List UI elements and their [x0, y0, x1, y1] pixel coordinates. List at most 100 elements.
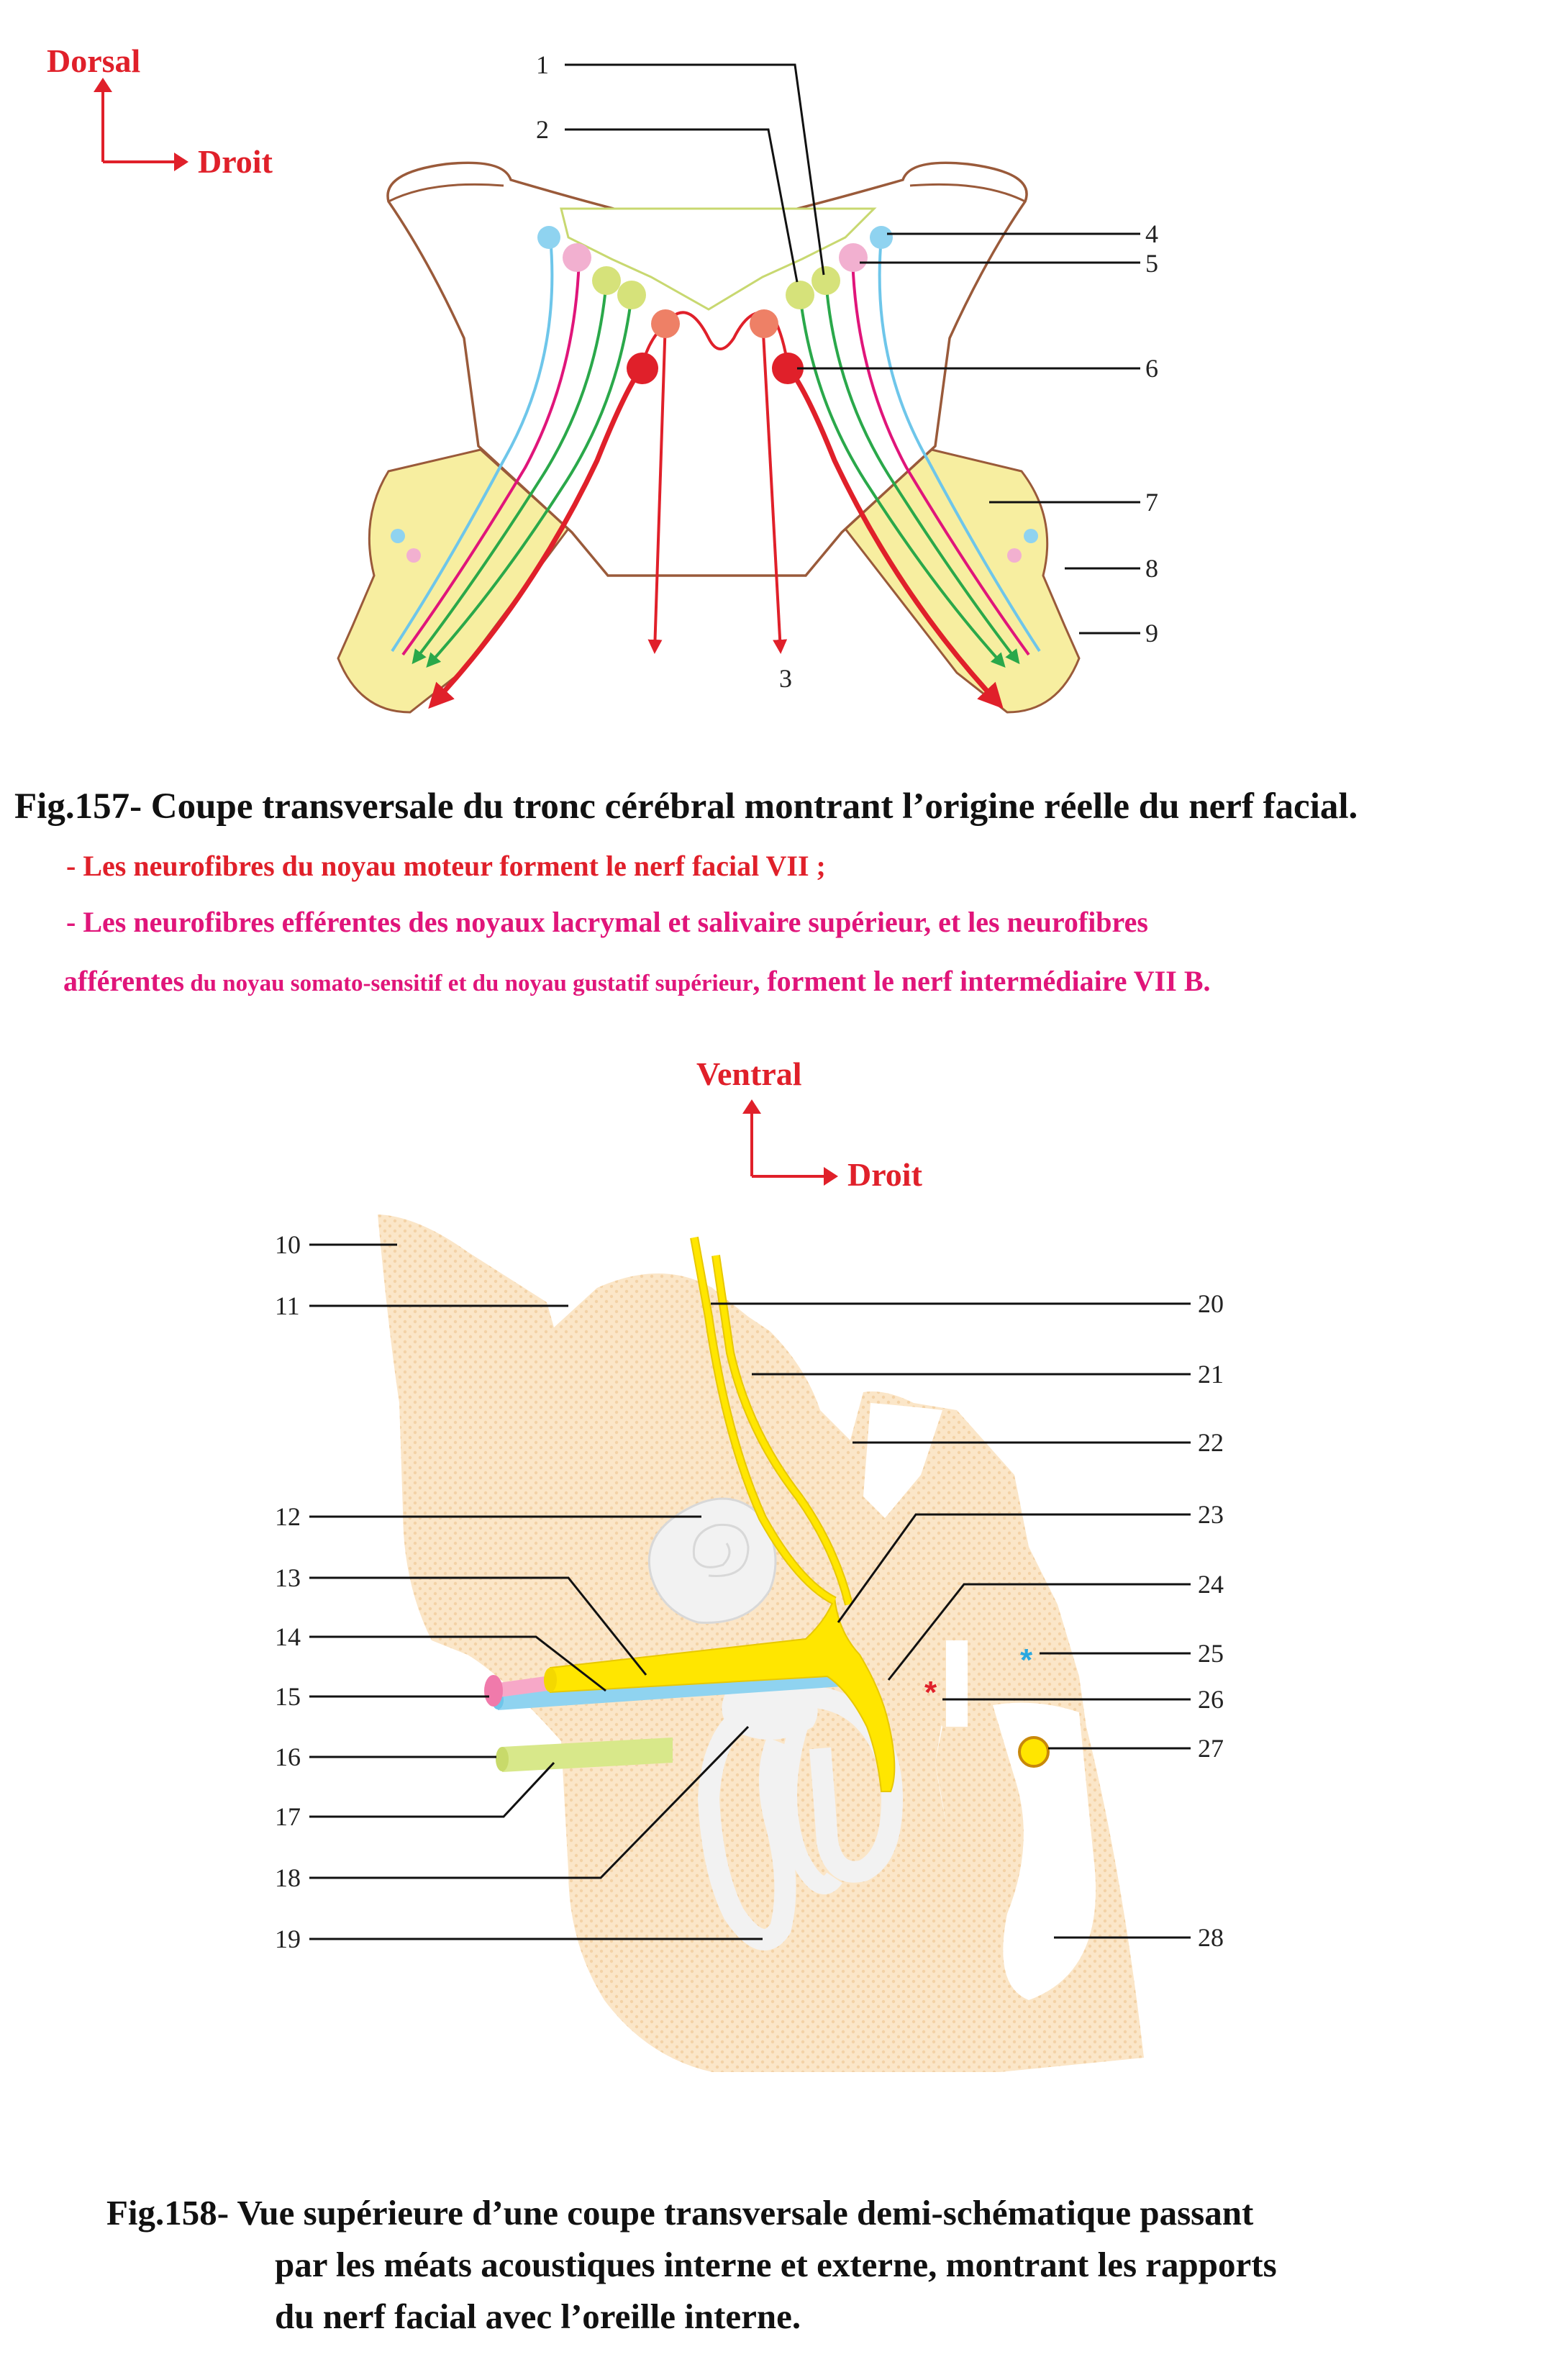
label-17: 17 — [275, 1802, 301, 1831]
orientation-right-arrowhead — [174, 153, 188, 171]
lacrymal-nucleus-right — [870, 226, 893, 249]
label-11: 11 — [275, 1291, 300, 1320]
external-meatus-cavity — [993, 1702, 1096, 2000]
semicircular-canal-anterior — [778, 1724, 842, 1894]
label-15: 15 — [275, 1682, 301, 1711]
gustatory-fibers-left — [412, 280, 608, 665]
label-24: 24 — [1198, 1570, 1224, 1599]
motor-root-right — [786, 365, 1004, 709]
motor-nucleus-left — [627, 353, 658, 384]
label-22: 22 — [1198, 1428, 1224, 1457]
sensory-fibers-left — [426, 294, 633, 668]
fig158-caption-line1: Fig.158- Vue supérieure d’une coupe tran… — [106, 2193, 1254, 2233]
salivary-fibers-right — [851, 257, 1030, 656]
fourth-ventricle-floor — [560, 207, 877, 311]
left-cerebellar-peduncle — [388, 183, 504, 203]
ganglion-blue-right — [1024, 529, 1038, 543]
label-28: 28 — [1198, 1923, 1224, 1952]
temporal-bone-section: * * — [378, 1214, 1144, 2072]
right-cerebellar-peduncle — [909, 183, 1026, 203]
lesser-petrosal-nerve-core — [713, 1255, 852, 1605]
label-20: 20 — [1198, 1289, 1224, 1318]
label-3: 3 — [779, 664, 792, 693]
orientation-up-arrowhead-2 — [742, 1099, 761, 1114]
marker-26: * — [924, 1675, 937, 1710]
internal-meatus-gap — [863, 1403, 942, 1518]
fig158-caption: Fig.158- Vue supérieure d’une coupe tran… — [106, 2187, 1277, 2343]
label-27: 27 — [1198, 1734, 1224, 1763]
label-7: 7 — [1145, 488, 1158, 517]
labyrinthine-artery-end — [496, 1747, 509, 1771]
orientation-right-arrowhead-2 — [824, 1167, 838, 1186]
labyrinthine-artery — [502, 1738, 673, 1772]
corticonuclear-fibers-left — [647, 319, 667, 654]
note-nuclei-text: du noyau somato-sensitif et du noyau gus… — [184, 971, 753, 996]
label-6: 6 — [1145, 354, 1158, 383]
label-2: 2 — [536, 115, 549, 144]
fig158-caption-line2: par les méats acoustiques interne et ext… — [275, 2245, 1277, 2284]
label-4: 4 — [1145, 219, 1158, 248]
cochlear-spiral — [692, 1523, 750, 1577]
sensory-nucleus-right — [786, 281, 814, 309]
semicircular-canal-lateral — [782, 1686, 904, 1883]
fig157-caption: Fig.157- Coupe transversale du tronc cér… — [14, 786, 1358, 827]
label-19: 19 — [275, 1925, 301, 1953]
gustatory-fibers-right — [824, 280, 1020, 665]
label-8: 8 — [1145, 554, 1158, 583]
label-9: 9 — [1145, 619, 1158, 648]
label-13: 13 — [275, 1563, 301, 1592]
sensory-fibers-right — [799, 294, 1006, 668]
orientation-right-2: Droit — [847, 1156, 923, 1193]
orientation-ventral: Ventral — [696, 1055, 802, 1092]
label-10: 10 — [275, 1230, 301, 1259]
label-12: 12 — [275, 1502, 301, 1531]
brainstem-section — [337, 161, 1081, 714]
note-afferent-word: afférentes — [63, 965, 185, 997]
fig158-leaders — [309, 1243, 1191, 1940]
label-25: 25 — [1198, 1639, 1224, 1668]
orientation-up-arrowhead — [94, 78, 112, 92]
greater-petrosal-nerve-core — [691, 1237, 836, 1604]
label-18: 18 — [275, 1863, 301, 1892]
intermediate-nerve-end — [484, 1675, 503, 1707]
label-26: 26 — [1198, 1685, 1224, 1714]
label-23: 23 — [1198, 1500, 1224, 1529]
salivary-fibers-left — [401, 257, 581, 656]
label-5: 5 — [1145, 249, 1158, 278]
note-forment-text: , forment le nerf intermédiaire VII B. — [753, 965, 1211, 997]
label-16: 16 — [275, 1743, 301, 1771]
facial-nerve-section — [1018, 1736, 1050, 1768]
vestibule — [722, 1682, 818, 1740]
marker-25: * — [1020, 1643, 1033, 1678]
lacrymal-nucleus-left — [537, 226, 560, 249]
lacrymal-fibers-left — [391, 237, 554, 653]
salivary-nucleus-left — [563, 243, 591, 272]
right-nerve-sheath — [843, 448, 1081, 714]
brainstem-outline — [386, 161, 1028, 577]
label-1: 1 — [536, 50, 549, 79]
motor-nucleus-right — [772, 353, 804, 384]
ganglion-pink-left — [406, 548, 421, 563]
label-14: 14 — [275, 1622, 301, 1651]
gustatory-nucleus-right — [811, 266, 840, 295]
fig157-note-motor: - Les neurofibres du noyau moteur formen… — [66, 850, 826, 882]
fig158-orientation: Ventral Droit — [696, 1055, 923, 1193]
fig157-note-intermediate: - Les neurofibres efférentes des noyaux … — [66, 906, 1148, 938]
salivary-nucleus-right — [839, 243, 868, 272]
fig157-labels: 1 2 3 4 5 6 7 8 9 — [536, 50, 1158, 693]
facial-nerve-end — [544, 1668, 557, 1692]
orientation-dorsal: Dorsal — [47, 42, 140, 79]
corticonuclear-fibers-right — [761, 319, 788, 654]
fig158-labels: 10 11 12 13 14 15 16 17 18 19 20 21 22 2… — [275, 1230, 1224, 1953]
fig157-orientation: Dorsal Droit — [47, 42, 273, 180]
motor-nucleus-upper-left — [651, 309, 680, 338]
motor-nucleus-upper-right — [750, 309, 778, 338]
ganglion-pink-right — [1007, 548, 1022, 563]
gustatory-nucleus-left — [592, 266, 621, 295]
fig158-caption-line3: du nerf facial avec l’oreille interne. — [275, 2297, 801, 2336]
label-21: 21 — [1198, 1360, 1224, 1389]
sensory-nucleus-left — [617, 281, 646, 309]
lacrymal-fibers-right — [878, 237, 1041, 653]
motor-root-left — [428, 365, 645, 709]
